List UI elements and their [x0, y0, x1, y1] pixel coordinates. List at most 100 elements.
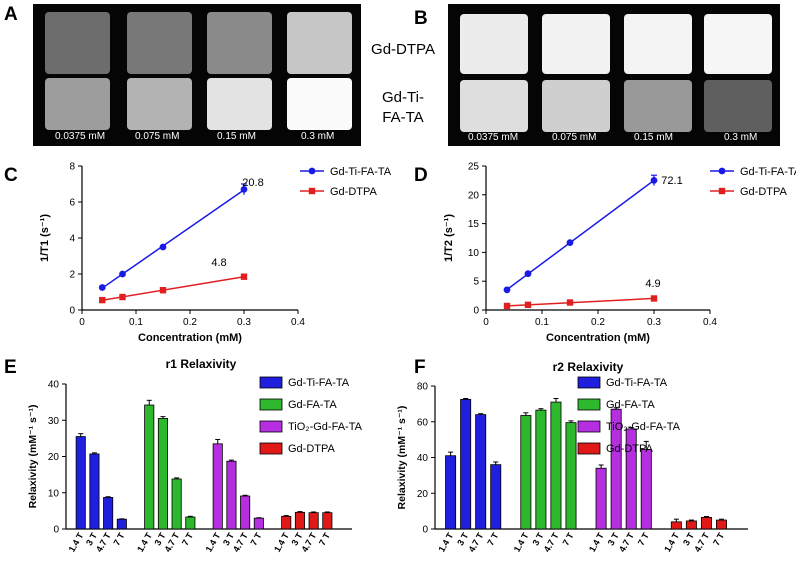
bar-e-1-0 [144, 404, 155, 530]
legend-label-f-0: Gd-Ti-FA-TA [606, 377, 668, 389]
panel-letter-b: B [414, 8, 428, 29]
category-label-f-0-2: 4.7 T [467, 531, 486, 554]
panel-letter-f: F [414, 357, 426, 378]
bar-e-0-0 [75, 436, 86, 530]
category-label-e-3-3: 7 T [317, 531, 332, 548]
category-label-e-0-3: 7 T [111, 531, 126, 548]
y-tick-label-d-1: 5 [473, 277, 479, 288]
slope-label-d-0: 72.1 [661, 175, 682, 187]
conc-label-a-1: 0.0375 mM [55, 131, 106, 142]
legend-swatch-e-0 [259, 376, 283, 389]
legend-label-c-0: Gd-Ti-FA-TA [330, 166, 392, 178]
category-label-f-1-3: 7 T [561, 531, 576, 548]
legend-swatch-f-2 [577, 420, 601, 433]
category-label-f-3-2: 4.7 T [692, 531, 711, 554]
y-tick-label-f-3: 60 [417, 417, 429, 428]
chart-title-e: r1 Relaxivity [166, 357, 237, 371]
mri-well-a-4 [287, 12, 352, 74]
legend-label-e-1: Gd-FA-TA [288, 399, 337, 411]
y-axis-label-f: Relaxivity (mM⁻¹ s⁻¹) [396, 406, 408, 510]
bar-e-0-3 [116, 518, 127, 530]
legend-marker-c-0 [308, 167, 316, 175]
bar-f-0-1 [460, 399, 472, 530]
bar-f-1-3 [565, 422, 577, 530]
x-tick-label-c-1: 0.1 [129, 317, 143, 328]
mri-image-b: 0.0375 mM 0.075 mM 0.15 mM 0.3 mM [448, 4, 780, 146]
bar-e-1-3 [185, 516, 196, 530]
bar-e-2-3 [253, 517, 264, 530]
mri-well-b-2 [542, 14, 610, 74]
y-tick-label-f-1: 20 [417, 489, 429, 500]
legend-swatch-e-2 [259, 420, 283, 433]
bar-e-2-0 [212, 443, 223, 530]
y-tick-label-e-3: 30 [48, 416, 60, 427]
category-label-e-0-2: 4.7 T [94, 531, 113, 554]
x-tick-label-d-1: 0.1 [535, 317, 549, 328]
legend-swatch-e-3 [259, 442, 283, 455]
panel-letter-a: A [4, 4, 18, 25]
y-tick-label-c-3: 6 [69, 198, 75, 209]
x-axis-label-d: Concentration (mM) [546, 332, 650, 344]
y-tick-label-e-4: 40 [48, 380, 60, 391]
y-tick-label-d-0: 0 [473, 306, 479, 317]
y-tick-label-e-0: 0 [53, 525, 59, 536]
bar-e-3-3 [322, 512, 333, 530]
mri-well-b-1 [460, 14, 528, 74]
y-tick-label-c-2: 4 [69, 234, 75, 245]
mri-well-a-8 [287, 78, 352, 130]
mri-well-a-6 [127, 78, 192, 130]
panel-letter-e: E [4, 357, 17, 378]
bar-e-0-1 [89, 453, 100, 530]
mri-well-a-3 [207, 12, 272, 74]
mri-well-b-7 [624, 80, 692, 132]
mri-well-b-5 [460, 80, 528, 132]
category-label-f-0-0: 1.4 T [436, 531, 455, 554]
data-point-d-0-1 [524, 270, 532, 278]
bar-f-1-2 [550, 401, 562, 530]
bar-e-2-1 [226, 460, 237, 530]
legend-label-e-3: Gd-DTPA [288, 443, 336, 455]
bar-f-0-2 [475, 414, 487, 530]
mri-well-a-1 [45, 12, 110, 74]
x-axis-label-c: Concentration (mM) [138, 332, 242, 344]
bar-e-2-2 [240, 495, 251, 530]
legend-marker-c-1 [308, 187, 316, 195]
data-point-c-1-2 [159, 287, 167, 294]
y-axis-label-c: 1/T1 (s⁻¹) [39, 214, 51, 262]
data-point-d-1-2 [566, 299, 574, 306]
fit-line-c-1 [102, 275, 245, 301]
conc-label-b-3: 0.15 mM [634, 132, 673, 143]
bar-f-1-1 [535, 409, 547, 530]
category-label-e-3-2: 4.7 T [299, 531, 318, 554]
legend-label-e-0: Gd-Ti-FA-TA [288, 377, 350, 389]
bar-f-3-1 [685, 520, 697, 530]
legend-label-f-2: TiO₂-Gd-FA-TA [606, 421, 681, 433]
row-label-gd-ti-fa-ta-1: Gd-Ti- [382, 89, 424, 106]
panel-letter-c: C [4, 165, 18, 186]
mri-well-a-5 [45, 78, 110, 130]
category-label-e-0-0: 1.4 T [67, 531, 86, 554]
mri-well-b-3 [624, 14, 692, 74]
category-label-f-1-0: 1.4 T [512, 531, 531, 554]
slope-label-c-0: 20.8 [242, 177, 263, 189]
category-label-f-2-2: 4.7 T [617, 531, 636, 554]
bar-e-1-2 [171, 478, 182, 530]
data-point-d-0-0 [503, 286, 511, 294]
legend-label-e-2: TiO₂-Gd-FA-TA [288, 421, 363, 433]
legend-swatch-f-0 [577, 376, 601, 389]
y-tick-label-c-0: 0 [69, 306, 75, 317]
category-label-e-1-3: 7 T [180, 531, 195, 548]
x-tick-label-c-3: 0.3 [237, 317, 251, 328]
legend-swatch-f-3 [577, 442, 601, 455]
y-tick-label-d-2: 10 [468, 248, 480, 259]
y-tick-label-e-1: 10 [48, 488, 60, 499]
data-point-c-0-1 [119, 270, 126, 278]
category-label-e-1-2: 4.7 T [162, 531, 181, 554]
mri-well-a-2 [127, 12, 192, 74]
y-tick-label-d-3: 15 [468, 219, 480, 230]
category-label-f-2-0: 1.4 T [587, 531, 606, 554]
data-point-c-0-0 [98, 284, 106, 291]
category-label-e-3-0: 1.4 T [272, 531, 291, 554]
y-axis-label-d: 1/T2 (s⁻¹) [443, 214, 455, 262]
conc-label-b-2: 0.075 mM [552, 132, 597, 143]
